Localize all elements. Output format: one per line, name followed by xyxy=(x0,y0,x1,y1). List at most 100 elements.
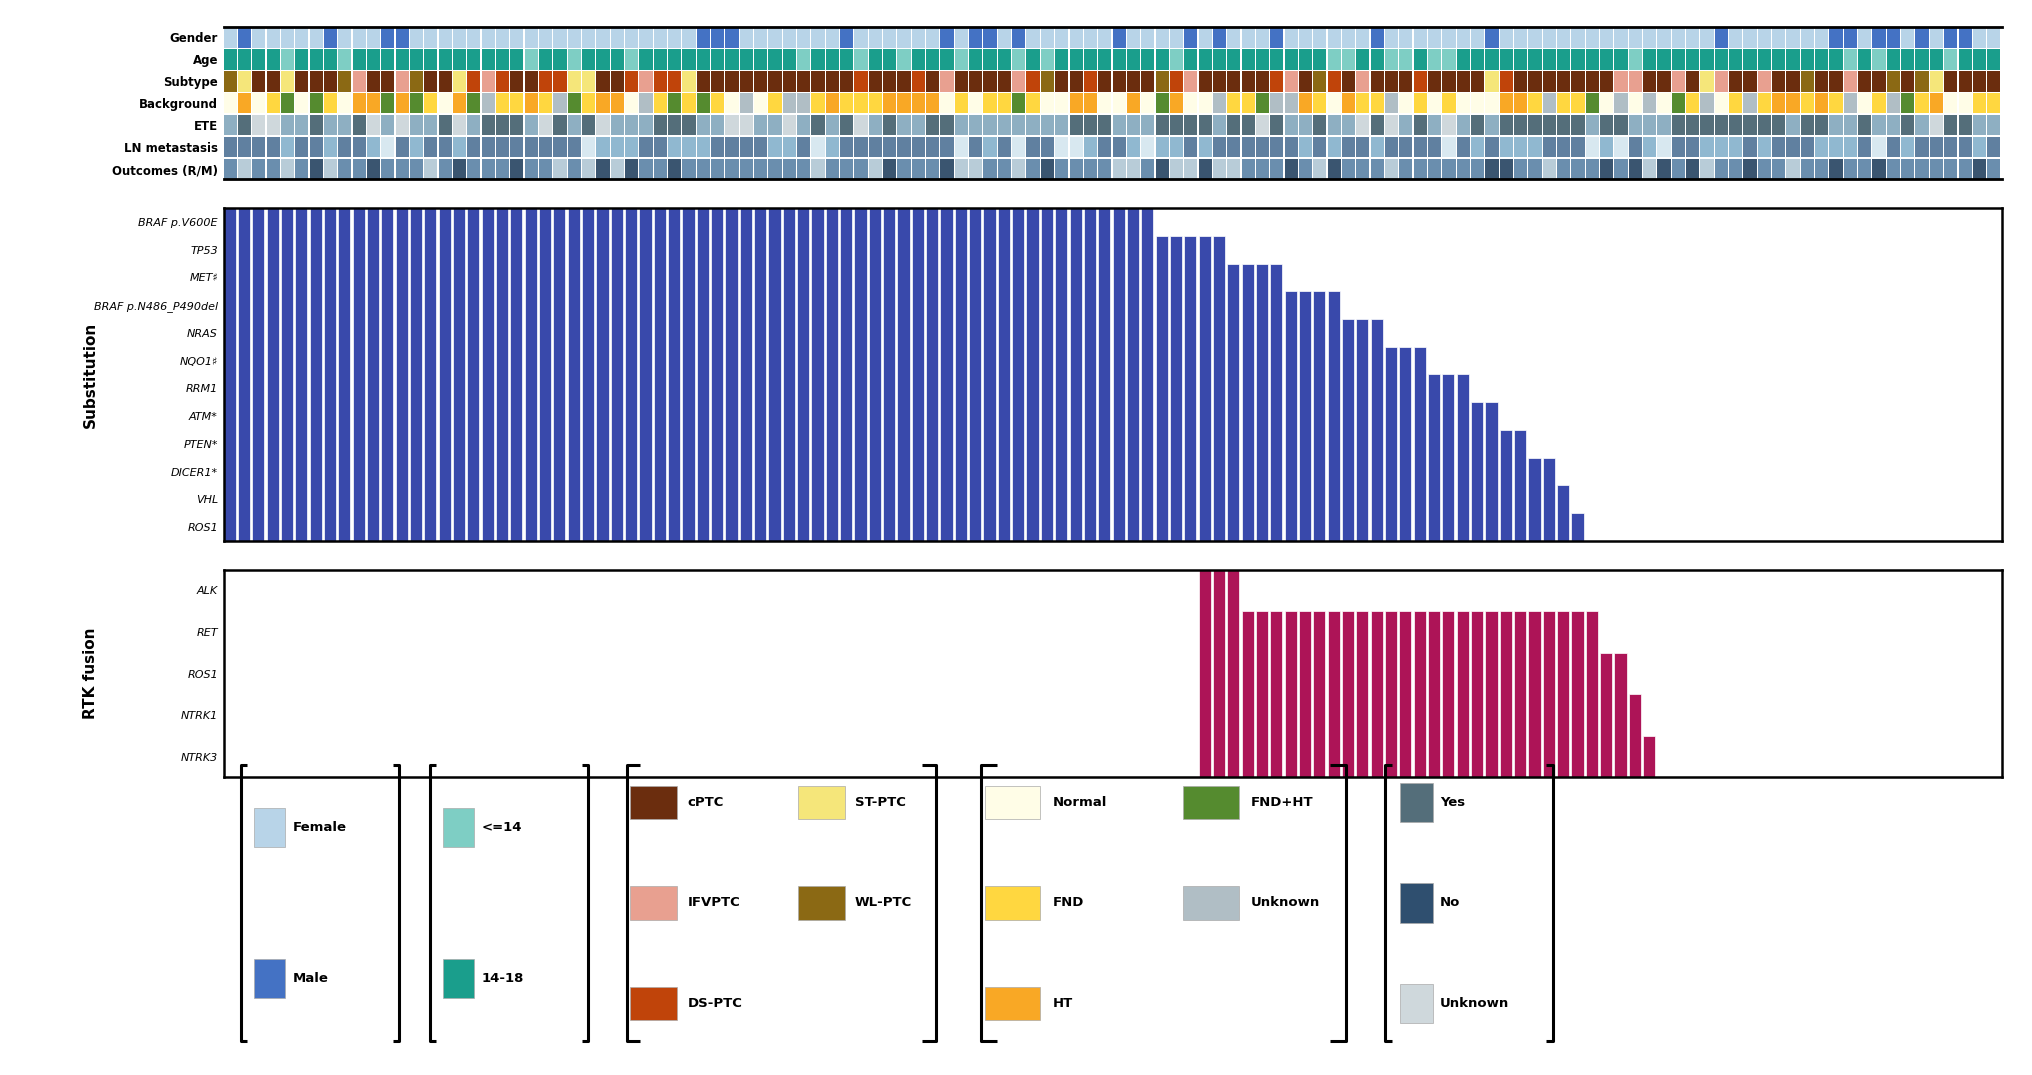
Bar xyxy=(986,987,1040,1020)
Bar xyxy=(1428,374,1441,541)
Text: Yes: Yes xyxy=(1441,797,1465,809)
Bar xyxy=(1313,291,1325,541)
Bar xyxy=(1485,611,1498,777)
Bar xyxy=(266,209,278,541)
Text: cPTC: cPTC xyxy=(687,797,723,809)
Bar xyxy=(983,209,996,541)
Bar xyxy=(439,209,451,541)
Bar xyxy=(425,209,437,541)
Bar xyxy=(252,209,264,541)
Bar xyxy=(927,209,939,541)
Bar xyxy=(1242,263,1254,541)
Bar xyxy=(354,209,366,541)
Bar xyxy=(1599,653,1611,777)
Bar xyxy=(1428,611,1441,777)
Bar xyxy=(912,209,925,541)
Bar xyxy=(224,209,236,541)
Text: IFVPTC: IFVPTC xyxy=(687,897,740,909)
Bar xyxy=(1213,235,1225,541)
Bar xyxy=(1400,783,1433,822)
Text: HT: HT xyxy=(1053,997,1073,1009)
Bar xyxy=(443,808,475,847)
Text: FND+HT: FND+HT xyxy=(1250,797,1313,809)
Bar xyxy=(1514,430,1526,541)
Bar xyxy=(1156,235,1168,541)
Bar xyxy=(1485,402,1498,541)
Bar xyxy=(581,209,593,541)
Bar xyxy=(870,209,882,541)
Bar xyxy=(524,209,536,541)
Bar xyxy=(1372,611,1384,777)
Bar xyxy=(1571,611,1583,777)
Bar xyxy=(1414,347,1426,541)
Text: DS-PTC: DS-PTC xyxy=(687,997,742,1009)
Bar xyxy=(1500,611,1512,777)
Bar xyxy=(898,209,910,541)
Bar xyxy=(1114,209,1124,541)
Bar xyxy=(1183,786,1240,819)
Bar xyxy=(1256,263,1268,541)
Bar xyxy=(1012,209,1024,541)
Bar xyxy=(1400,984,1433,1023)
Bar xyxy=(1185,235,1197,541)
Bar xyxy=(654,209,666,541)
Bar xyxy=(254,959,284,998)
Bar xyxy=(740,209,752,541)
Bar xyxy=(630,987,677,1020)
Bar xyxy=(396,209,408,541)
Bar xyxy=(1630,694,1642,777)
Bar xyxy=(1284,611,1296,777)
Bar xyxy=(1341,611,1353,777)
Bar xyxy=(1256,611,1268,777)
Bar xyxy=(1270,611,1282,777)
Bar xyxy=(538,209,551,541)
Bar xyxy=(1542,611,1554,777)
Bar xyxy=(1557,486,1569,541)
Bar xyxy=(630,786,677,819)
Bar xyxy=(630,887,677,919)
Bar xyxy=(1069,209,1081,541)
Bar xyxy=(1270,263,1282,541)
Bar xyxy=(309,209,321,541)
Bar xyxy=(612,209,624,541)
Bar xyxy=(1457,374,1469,541)
Text: No: No xyxy=(1441,897,1461,909)
Bar xyxy=(510,209,522,541)
Bar xyxy=(941,209,953,541)
Bar xyxy=(1355,611,1368,777)
Bar xyxy=(453,209,465,541)
Bar xyxy=(1585,611,1597,777)
Bar xyxy=(238,209,250,541)
Text: Male: Male xyxy=(293,972,329,985)
Bar xyxy=(986,786,1040,819)
Bar xyxy=(1341,319,1353,541)
Bar xyxy=(799,786,845,819)
Bar xyxy=(969,209,981,541)
Bar xyxy=(1227,570,1240,777)
Bar xyxy=(1128,209,1140,541)
Bar xyxy=(884,209,896,541)
Bar xyxy=(1083,209,1095,541)
Bar xyxy=(986,887,1040,919)
Bar xyxy=(595,209,608,541)
Bar xyxy=(254,808,284,847)
Bar xyxy=(799,887,845,919)
Bar xyxy=(496,209,508,541)
Bar xyxy=(1170,235,1183,541)
Bar xyxy=(1514,611,1526,777)
Bar xyxy=(1313,611,1325,777)
Bar xyxy=(1199,235,1211,541)
Bar xyxy=(323,209,335,541)
Bar xyxy=(825,209,837,541)
Bar xyxy=(626,209,638,541)
Bar xyxy=(1414,611,1426,777)
Bar xyxy=(1571,513,1583,541)
Bar xyxy=(1471,402,1483,541)
Bar xyxy=(1199,570,1211,777)
Bar xyxy=(839,209,851,541)
Bar xyxy=(1457,611,1469,777)
Bar xyxy=(1097,209,1109,541)
Bar xyxy=(1213,570,1225,777)
Bar xyxy=(1183,887,1240,919)
Text: FND: FND xyxy=(1053,897,1083,909)
